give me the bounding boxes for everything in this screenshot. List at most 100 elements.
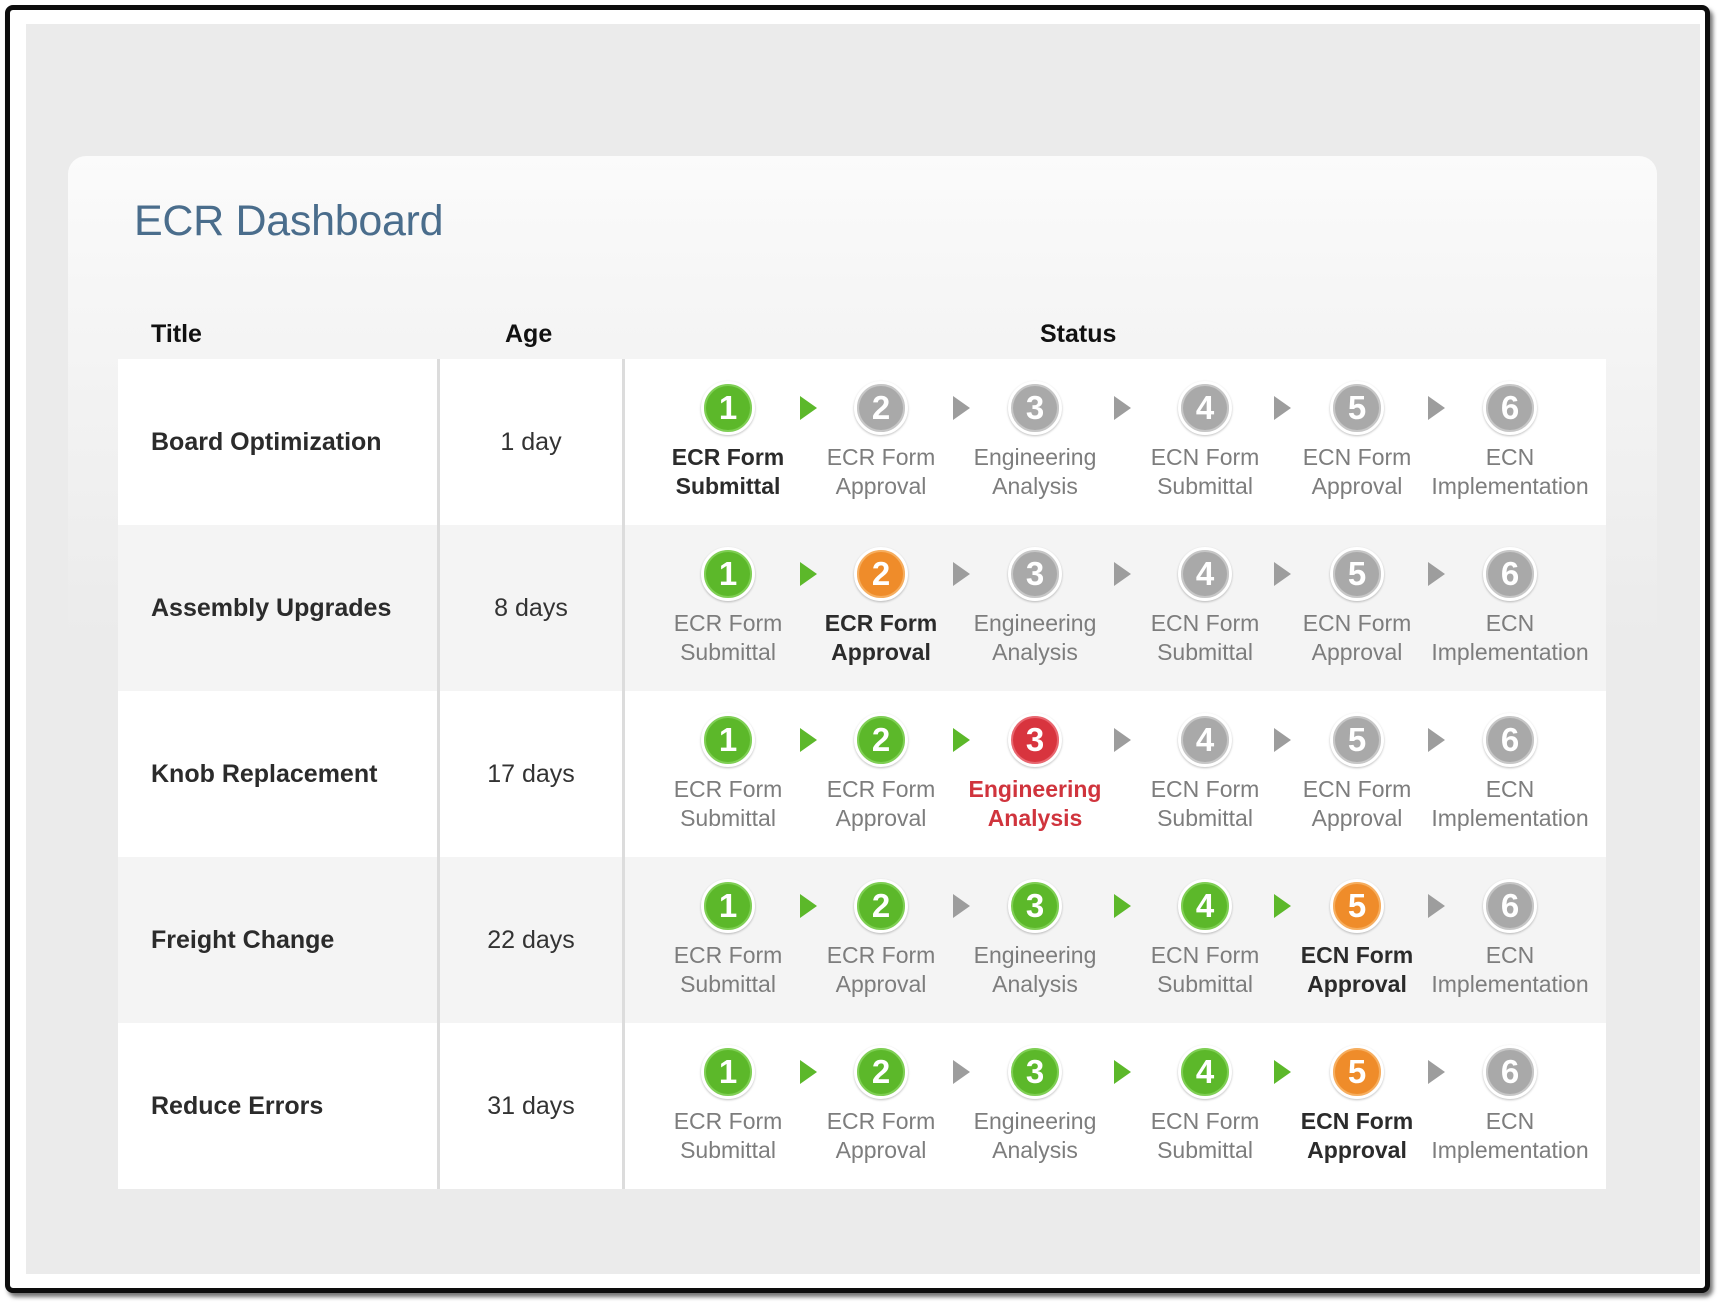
step-label-line-1: ECN Form (1302, 776, 1412, 802)
status-step-5[interactable]: 5 ECN Form Approval (1277, 381, 1437, 501)
step-label-line-2: Submittal (1157, 473, 1253, 499)
table-row[interactable]: Freight Change 22 days 1 ECR Form Submittal 2… (118, 857, 1606, 1023)
step-number-badge: 5 (1330, 1045, 1384, 1099)
step-number-badge: 2 (854, 1045, 908, 1099)
step-arrow-icon (1428, 1060, 1445, 1084)
step-arrow-icon (800, 562, 817, 586)
step-arrow-icon (953, 396, 970, 420)
status-step-4[interactable]: 4 ECN Form Submittal (1125, 879, 1285, 999)
status-step-3[interactable]: 3 Engineering Analysis (955, 1045, 1115, 1165)
step-label-line-1: ECR Form (826, 444, 936, 470)
step-label-line-1: Engineering (968, 776, 1102, 802)
step-label-line-1: ECN Form (1302, 610, 1412, 636)
step-label: ECR Form Submittal (648, 443, 808, 501)
step-arrow-icon (800, 728, 817, 752)
status-step-4[interactable]: 4 ECN Form Submittal (1125, 1045, 1285, 1165)
status-step-3[interactable]: 3 Engineering Analysis (955, 879, 1115, 999)
step-number-badge: 3 (1008, 879, 1062, 933)
status-step-2[interactable]: 2 ECR Form Approval (801, 381, 961, 501)
status-step-2[interactable]: 2 ECR Form Approval (801, 1045, 961, 1165)
step-label-line-1: ECR Form (824, 610, 938, 636)
step-label-line-1: ECR Form (826, 776, 936, 802)
step-label: ECN Implementation (1430, 775, 1590, 833)
column-header-status[interactable]: Status (1040, 320, 1117, 348)
step-label: ECN Form Submittal (1125, 941, 1285, 999)
status-step-6[interactable]: 6 ECN Implementation (1430, 547, 1590, 667)
step-arrow-icon (1428, 728, 1445, 752)
status-step-4[interactable]: 4 ECN Form Submittal (1125, 381, 1285, 501)
status-step-5[interactable]: 5 ECN Form Approval (1277, 713, 1437, 833)
table-row[interactable]: Reduce Errors 31 days 1 ECR Form Submittal 2 E… (118, 1023, 1606, 1189)
table-row[interactable]: Assembly Upgrades 8 days 1 ECR Form Submitta… (118, 525, 1606, 691)
step-arrow-icon (1114, 728, 1131, 752)
status-step-3[interactable]: 3 Engineering Analysis (955, 547, 1115, 667)
step-label-line-1: Engineering (973, 942, 1097, 968)
step-label: Engineering Analysis (955, 941, 1115, 999)
status-step-6[interactable]: 6 ECN Implementation (1430, 879, 1590, 999)
step-label: ECR Form Approval (801, 1107, 961, 1165)
status-step-6[interactable]: 6 ECN Implementation (1430, 1045, 1590, 1165)
step-label-line-1: ECN Form (1150, 610, 1260, 636)
step-label-line-2: Submittal (680, 639, 776, 665)
column-header-title[interactable]: Title (151, 320, 202, 348)
step-label-line-1: ECN Form (1300, 1108, 1414, 1134)
status-step-1[interactable]: 1 ECR Form Submittal (648, 879, 808, 999)
step-label: ECN Form Approval (1277, 775, 1437, 833)
step-label: ECR Form Submittal (648, 1107, 808, 1165)
step-label-line-2: Implementation (1431, 473, 1589, 499)
status-step-1[interactable]: 1 ECR Form Submittal (648, 1045, 808, 1165)
step-label-line-1: Engineering (973, 444, 1097, 470)
status-step-4[interactable]: 4 ECN Form Submittal (1125, 713, 1285, 833)
step-arrow-icon (1428, 562, 1445, 586)
status-step-5[interactable]: 5 ECN Form Approval (1277, 879, 1437, 999)
step-label-line-2: Analysis (992, 473, 1078, 499)
status-step-1[interactable]: 1 ECR Form Submittal (648, 547, 808, 667)
status-step-3[interactable]: 3 Engineering Analysis (955, 713, 1115, 833)
status-step-5[interactable]: 5 ECN Form Approval (1277, 547, 1437, 667)
status-step-1[interactable]: 1 ECR Form Submittal (648, 713, 808, 833)
step-arrow-icon (800, 894, 817, 918)
step-label-line-2: Implementation (1431, 639, 1589, 665)
status-step-2[interactable]: 2 ECR Form Approval (801, 713, 961, 833)
status-step-4[interactable]: 4 ECN Form Submittal (1125, 547, 1285, 667)
step-label-line-1: ECN (1485, 444, 1535, 470)
column-header-age[interactable]: Age (505, 320, 553, 348)
step-label-line-2: Analysis (987, 805, 1083, 831)
step-label: ECN Form Approval (1277, 941, 1437, 999)
step-label: Engineering Analysis (955, 775, 1115, 833)
status-step-2[interactable]: 2 ECR Form Approval (801, 879, 961, 999)
step-label-line-2: Submittal (1157, 971, 1253, 997)
row-title: Assembly Upgrades (151, 593, 392, 622)
step-label-line-2: Approval (831, 639, 931, 665)
step-label-line-1: ECN (1485, 610, 1535, 636)
column-divider (622, 359, 625, 1189)
status-step-6[interactable]: 6 ECN Implementation (1430, 381, 1590, 501)
step-number-badge: 3 (1008, 381, 1062, 435)
step-arrow-icon (1428, 894, 1445, 918)
step-label: Engineering Analysis (955, 609, 1115, 667)
step-number-badge: 3 (1008, 1045, 1062, 1099)
row-title: Board Optimization (151, 427, 382, 456)
step-label-line-1: Engineering (973, 1108, 1097, 1134)
status-step-1[interactable]: 1 ECR Form Submittal (648, 381, 808, 501)
step-label: ECN Implementation (1430, 609, 1590, 667)
step-number-badge: 4 (1178, 879, 1232, 933)
status-step-3[interactable]: 3 Engineering Analysis (955, 381, 1115, 501)
step-number-badge: 1 (701, 713, 755, 767)
step-number-badge: 5 (1330, 713, 1384, 767)
status-step-5[interactable]: 5 ECN Form Approval (1277, 1045, 1437, 1165)
status-step-2[interactable]: 2 ECR Form Approval (801, 547, 961, 667)
table-row[interactable]: Board Optimization 1 day 1 ECR Form Submitta… (118, 359, 1606, 525)
step-label-line-1: ECR Form (673, 610, 783, 636)
step-label: ECN Form Submittal (1125, 775, 1285, 833)
step-label: ECN Implementation (1430, 443, 1590, 501)
step-arrow-icon (1428, 396, 1445, 420)
step-number-badge: 1 (701, 381, 755, 435)
step-number-badge: 6 (1483, 381, 1537, 435)
step-label: ECN Form Submittal (1125, 1107, 1285, 1165)
step-number-badge: 3 (1008, 547, 1062, 601)
step-label-line-1: ECR Form (673, 1108, 783, 1134)
step-number-badge: 6 (1483, 879, 1537, 933)
status-step-6[interactable]: 6 ECN Implementation (1430, 713, 1590, 833)
table-row[interactable]: Knob Replacement 17 days 1 ECR Form Submitta… (118, 691, 1606, 857)
